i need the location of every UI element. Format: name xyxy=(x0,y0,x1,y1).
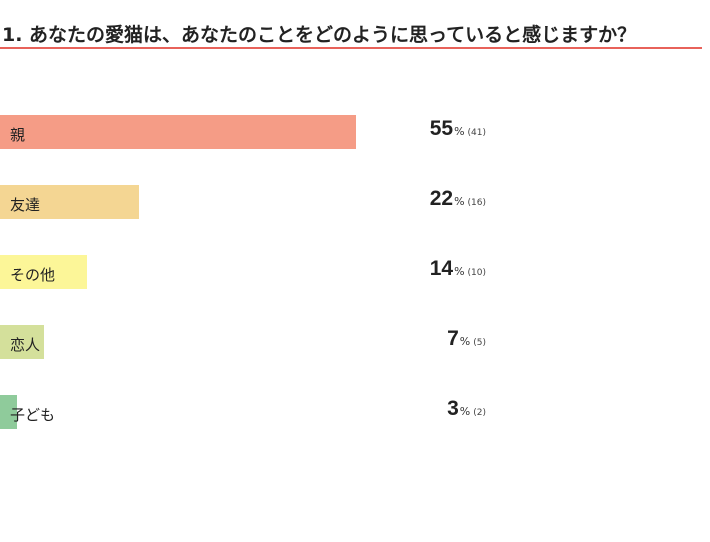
title-underline xyxy=(0,47,702,49)
response-count: (41) xyxy=(467,128,486,138)
bar-lover xyxy=(0,325,44,359)
percent-sign: % xyxy=(454,195,465,208)
percent-sign: % xyxy=(454,125,465,138)
bar-label: その他 xyxy=(10,266,56,284)
response-count: (5) xyxy=(473,338,486,348)
bar-other xyxy=(0,255,87,289)
result-row-friend: 友達 22% (16) xyxy=(0,185,710,219)
percent-value: 7 xyxy=(447,327,459,350)
bar-label: 恋人 xyxy=(10,336,41,354)
result-row-child: 子ども 3% (2) xyxy=(0,395,710,429)
percent-sign: % xyxy=(459,335,471,348)
bar-label: 親 xyxy=(10,126,26,144)
result-row-other: その他 14% (10) xyxy=(0,255,710,289)
bar-friend xyxy=(0,185,139,219)
bar-label: 友達 xyxy=(10,196,41,214)
value-block: 55% (41) xyxy=(0,117,486,141)
result-row-lover: 恋人 7% (5) xyxy=(0,325,710,359)
percent-value: 3 xyxy=(447,397,459,420)
result-row-parent: 親 55% (41) xyxy=(0,115,710,149)
percent-value: 22 xyxy=(429,187,454,210)
bar-child xyxy=(0,395,17,429)
bar-parent xyxy=(0,115,356,149)
value-block: 3% (2) xyxy=(0,397,486,421)
response-count: (2) xyxy=(473,408,486,418)
value-block: 7% (5) xyxy=(0,327,486,351)
percent-value: 14 xyxy=(429,257,454,280)
question-title: 1. あなたの愛猫は、あなたのことをどのように思っていると感じますか？ xyxy=(2,24,637,46)
value-block: 22% (16) xyxy=(0,187,486,211)
percent-sign: % xyxy=(454,265,465,278)
response-count: (10) xyxy=(467,268,486,278)
bar-label: 子ども xyxy=(10,406,56,424)
value-block: 14% (10) xyxy=(0,257,486,281)
response-count: (16) xyxy=(467,198,486,208)
percent-value: 55 xyxy=(429,117,454,140)
percent-sign: % xyxy=(459,405,471,418)
